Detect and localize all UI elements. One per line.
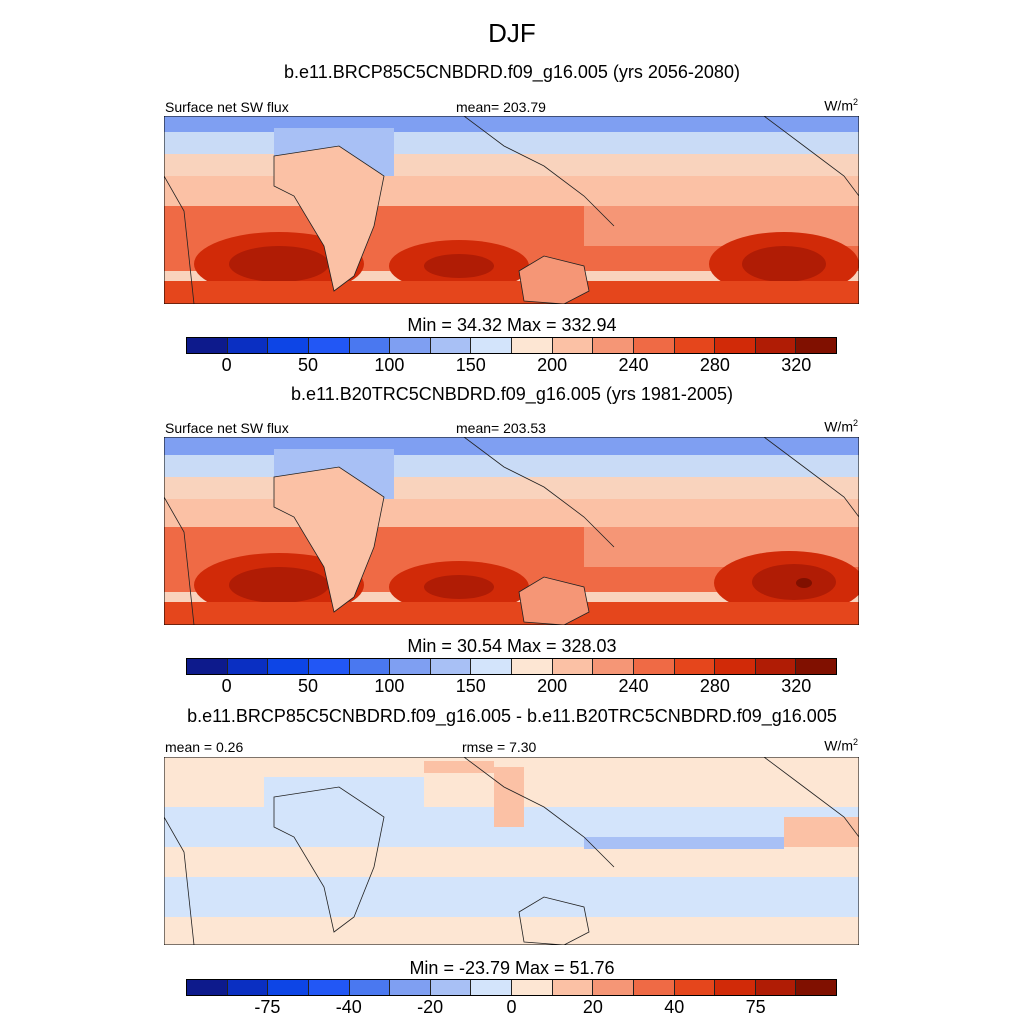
colorbar-tick-label: 40 [664, 997, 685, 1017]
colorbar-swatch [633, 659, 675, 674]
colorbar-swatch [552, 659, 594, 674]
colorbar-swatch [796, 338, 836, 353]
colorbar-tick-label: 0 [221, 355, 232, 375]
panel1-title: b.e11.BRCP85C5CNBDRD.f09_g16.005 (yrs 20… [284, 62, 740, 82]
colorbar-swatch [268, 338, 309, 353]
colorbar-swatch [674, 980, 716, 995]
colorbar-swatch [633, 980, 675, 995]
colorbar-swatch [390, 980, 431, 995]
colorbar-tick-label: 240 [618, 355, 649, 375]
panel1-variable-label: Surface net SW flux [165, 99, 289, 115]
colorbar-tick-label: 100 [374, 355, 405, 375]
panel2-variable-label: Surface net SW flux [165, 420, 289, 436]
colorbar-tick-label: 280 [699, 676, 730, 696]
panel2-map-svg [164, 437, 859, 625]
colorbar-tick-label: -40 [335, 997, 362, 1017]
panel1-mean-label: mean= 203.79 [456, 99, 546, 115]
colorbar-swatch [674, 338, 716, 353]
figure-title: DJF [488, 18, 536, 48]
colorbar-tick-label: 75 [745, 997, 766, 1017]
panel1-map [164, 116, 859, 304]
panel3-min-max: Min = -23.79 Max = 51.76 [409, 958, 615, 978]
colorbar-tick-label: 200 [537, 676, 568, 696]
colorbar-swatch [430, 659, 472, 674]
colorbar-swatch [674, 659, 716, 674]
colorbar-swatch [755, 338, 797, 353]
panel3-rmse-label: rmse = 7.30 [462, 739, 537, 755]
colorbar-swatch [755, 659, 797, 674]
colorbar-swatch [633, 338, 675, 353]
colorbar-swatch [796, 659, 836, 674]
colorbar-swatch [430, 980, 472, 995]
panel1-min-max: Min = 34.32 Max = 332.94 [407, 315, 617, 335]
colorbar-swatch [308, 980, 350, 995]
panel2-title: b.e11.B20TRC5CNBDRD.f09_g16.005 (yrs 198… [291, 384, 733, 404]
colorbar-swatch [552, 980, 594, 995]
colorbar-tick-label: 280 [699, 355, 730, 375]
panel3-units: W/m2 [824, 737, 858, 754]
colorbar-tick-label: 50 [298, 355, 319, 375]
panel2-map [164, 437, 859, 625]
colorbar-swatch [187, 980, 228, 995]
colorbar-swatch [512, 980, 553, 995]
colorbar-swatch [430, 338, 472, 353]
colorbar-tick-label: 0 [221, 676, 232, 696]
colorbar-swatch [755, 980, 797, 995]
colorbar-tick-label: 200 [537, 355, 568, 375]
colorbar-swatch [512, 338, 553, 353]
panel3-title: b.e11.BRCP85C5CNBDRD.f09_g16.005 - b.e11… [187, 706, 837, 726]
panel3-map-svg [164, 757, 859, 945]
panel3-mean-label: mean = 0.26 [165, 739, 244, 755]
colorbar-swatch [593, 659, 634, 674]
colorbar-swatch [715, 338, 756, 353]
panel2-min-max: Min = 30.54 Max = 328.03 [407, 636, 617, 656]
colorbar-tick-label: 50 [298, 676, 319, 696]
colorbar-tick-label: -75 [254, 997, 281, 1017]
panel1-map-svg [164, 116, 859, 304]
colorbar-swatch [349, 338, 391, 353]
colorbar-swatch [308, 338, 350, 353]
colorbar-tick-label: 240 [618, 676, 649, 696]
panel3-colorbar [186, 979, 837, 996]
colorbar-tick-label: 100 [374, 676, 405, 696]
colorbar-swatch [593, 338, 634, 353]
panel2-mean-label: mean= 203.53 [456, 420, 546, 436]
colorbar-swatch [227, 980, 269, 995]
colorbar-tick-label: 150 [455, 355, 486, 375]
colorbar-swatch [715, 659, 756, 674]
colorbar-swatch [796, 980, 836, 995]
colorbar-swatch [552, 338, 594, 353]
colorbar-swatch [471, 338, 512, 353]
colorbar-swatch [471, 659, 512, 674]
colorbar-swatch [227, 338, 269, 353]
colorbar-swatch [268, 980, 309, 995]
colorbar-swatch [593, 980, 634, 995]
panel1-colorbar [186, 337, 837, 354]
colorbar-swatch [390, 338, 431, 353]
panel2-units: W/m2 [824, 418, 858, 435]
colorbar-swatch [187, 659, 228, 674]
panel1-units: W/m2 [824, 97, 858, 114]
colorbar-swatch [308, 659, 350, 674]
panel3-map [164, 757, 859, 945]
colorbar-swatch [715, 980, 756, 995]
colorbar-tick-label: 150 [455, 676, 486, 696]
colorbar-swatch [512, 659, 553, 674]
colorbar-swatch [268, 659, 309, 674]
panel2-colorbar [186, 658, 837, 675]
colorbar-swatch [187, 338, 228, 353]
colorbar-swatch [390, 659, 431, 674]
colorbar-swatch [349, 659, 391, 674]
colorbar-tick-label: 20 [582, 997, 603, 1017]
colorbar-tick-label: 0 [506, 997, 517, 1017]
colorbar-swatch [471, 980, 512, 995]
colorbar-swatch [227, 659, 269, 674]
colorbar-tick-label: -20 [417, 997, 444, 1017]
colorbar-tick-label: 320 [781, 355, 812, 375]
colorbar-swatch [349, 980, 391, 995]
colorbar-tick-label: 320 [781, 676, 812, 696]
